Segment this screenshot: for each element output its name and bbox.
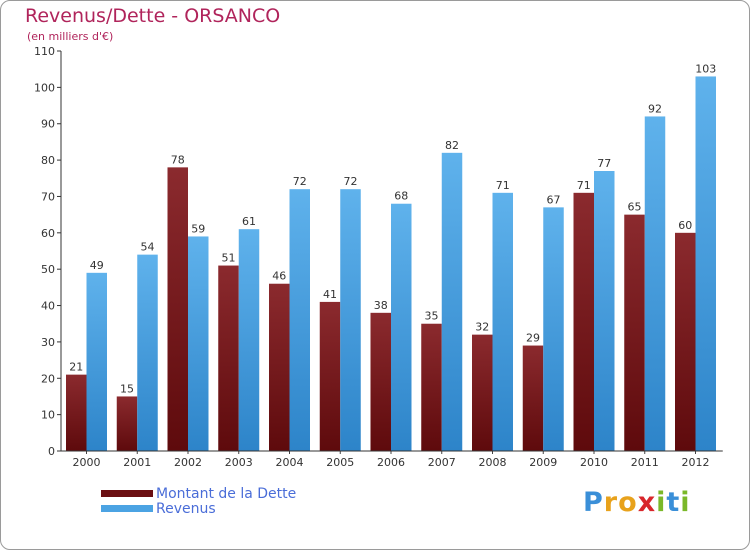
chart-subtitle: (en milliers d'€) xyxy=(27,30,114,43)
bar-debt-2005 xyxy=(319,301,341,451)
axes-group: 2000 2001 2002 2003 2004 2005 2006 2007 2008 2009… xyxy=(34,45,723,469)
bar-debt-2008 xyxy=(472,334,493,451)
bar-revenus-2007 xyxy=(441,152,463,451)
legend-label-debt: Montant de la Dette xyxy=(156,486,297,502)
bar-revenus-2005 xyxy=(340,189,361,451)
bar-revenus-2002 xyxy=(188,236,209,451)
data-label-revenus-2002: 59 xyxy=(191,222,205,235)
data-label-revenus-2012: 103 xyxy=(695,62,716,75)
bar-debt-2011 xyxy=(624,214,645,451)
data-label-revenus-2001: 54 xyxy=(141,241,155,254)
bar-revenus-2003 xyxy=(238,229,260,451)
bar-debt-2004 xyxy=(269,283,290,451)
data-label-debt-2012: 60 xyxy=(678,219,692,232)
logo-letter: r xyxy=(603,487,619,518)
x-tick-label-2003: 2003 xyxy=(225,456,253,469)
y-tick-label-110: 110 xyxy=(34,45,55,58)
x-tick-label-2005: 2005 xyxy=(326,456,354,469)
bar-debt-2002 xyxy=(167,167,188,451)
y-tick-label-0: 0 xyxy=(48,445,55,458)
data-label-revenus-2000: 49 xyxy=(90,259,104,272)
data-label-revenus-2010: 77 xyxy=(597,157,611,170)
x-tick-label-2000: 2000 xyxy=(73,456,101,469)
x-tick-label-2001: 2001 xyxy=(123,456,151,469)
bar-revenus-2009 xyxy=(543,207,564,451)
data-label-revenus-2005: 72 xyxy=(344,175,358,188)
legend-label-revenus: Revenus xyxy=(156,501,216,517)
y-tick-label-20: 20 xyxy=(41,372,55,385)
y-tick-label-10: 10 xyxy=(41,409,55,422)
data-label-revenus-2006: 68 xyxy=(394,190,408,203)
logo-letter: i xyxy=(656,487,667,518)
bar-revenus-2011 xyxy=(644,116,666,452)
bar-debt-2012 xyxy=(675,232,696,451)
data-label-debt-2000: 21 xyxy=(69,361,83,374)
data-label-debt-2003: 51 xyxy=(222,252,236,265)
x-tick-label-2010: 2010 xyxy=(580,456,608,469)
data-label-revenus-2003: 61 xyxy=(242,215,256,228)
bar-debt-2000 xyxy=(66,374,87,451)
y-tick-label-60: 60 xyxy=(41,227,55,240)
data-label-debt-2011: 65 xyxy=(628,201,642,214)
chart-title: Revenus/Dette - ORSANCO xyxy=(25,5,281,27)
bar-revenus-2001 xyxy=(137,254,158,451)
x-tick-label-2012: 2012 xyxy=(682,456,710,469)
bar-revenus-2008 xyxy=(492,192,513,451)
x-tick-label-2006: 2006 xyxy=(377,456,405,469)
data-label-debt-2008: 32 xyxy=(475,321,489,334)
y-tick-label-70: 70 xyxy=(41,190,55,203)
x-tick-label-2007: 2007 xyxy=(428,456,456,469)
y-tick-label-80: 80 xyxy=(41,154,55,167)
logo-letter: i xyxy=(680,487,691,518)
data-label-revenus-2009: 67 xyxy=(547,193,561,206)
bar-debt-2001 xyxy=(116,396,138,451)
bar-debt-2007 xyxy=(421,323,442,451)
legend-swatch-revenus xyxy=(101,505,153,512)
bars-group: 21 49 15 54 78 59 51 61 46 72 41 72 38 68 35 82 32 71 29 67… xyxy=(66,62,716,452)
data-label-debt-2006: 38 xyxy=(374,299,388,312)
y-tick-label-90: 90 xyxy=(41,118,55,131)
data-label-debt-2001: 15 xyxy=(120,382,134,395)
logo-letter: o xyxy=(618,487,638,518)
y-tick-label-30: 30 xyxy=(41,336,55,349)
data-label-revenus-2004: 72 xyxy=(293,175,307,188)
data-label-revenus-2008: 71 xyxy=(496,179,510,192)
y-tick-label-50: 50 xyxy=(41,263,55,276)
data-label-revenus-2007: 82 xyxy=(445,139,459,152)
proxiti-logo: Proxiti xyxy=(583,487,691,518)
legend-swatch-debt xyxy=(101,490,153,497)
logo-letter: P xyxy=(583,487,604,518)
bar-debt-2006 xyxy=(370,312,391,451)
bar-debt-2009 xyxy=(522,345,544,451)
data-label-debt-2007: 35 xyxy=(425,310,439,323)
x-tick-label-2002: 2002 xyxy=(174,456,202,469)
y-tick-label-40: 40 xyxy=(41,300,55,313)
data-label-debt-2004: 46 xyxy=(272,270,286,283)
data-label-debt-2002: 78 xyxy=(171,153,185,166)
x-tick-label-2008: 2008 xyxy=(479,456,507,469)
x-tick-label-2011: 2011 xyxy=(631,456,659,469)
bar-revenus-2004 xyxy=(289,189,310,451)
logo-letter: t xyxy=(666,487,681,518)
data-label-revenus-2011: 92 xyxy=(648,102,662,115)
data-label-debt-2009: 29 xyxy=(526,332,540,345)
data-label-debt-2010: 71 xyxy=(577,179,591,192)
bar-revenus-2006 xyxy=(391,203,412,451)
bar-revenus-2000 xyxy=(86,272,107,451)
bar-debt-2010 xyxy=(573,192,594,451)
x-tick-label-2009: 2009 xyxy=(529,456,557,469)
bar-revenus-2012 xyxy=(695,76,716,452)
bar-debt-2003 xyxy=(218,265,239,451)
bar-revenus-2010 xyxy=(594,171,615,451)
x-tick-label-2004: 2004 xyxy=(276,456,304,469)
logo-letter: x xyxy=(637,487,657,518)
y-tick-label-100: 100 xyxy=(34,81,55,94)
data-label-debt-2005: 41 xyxy=(323,288,337,301)
